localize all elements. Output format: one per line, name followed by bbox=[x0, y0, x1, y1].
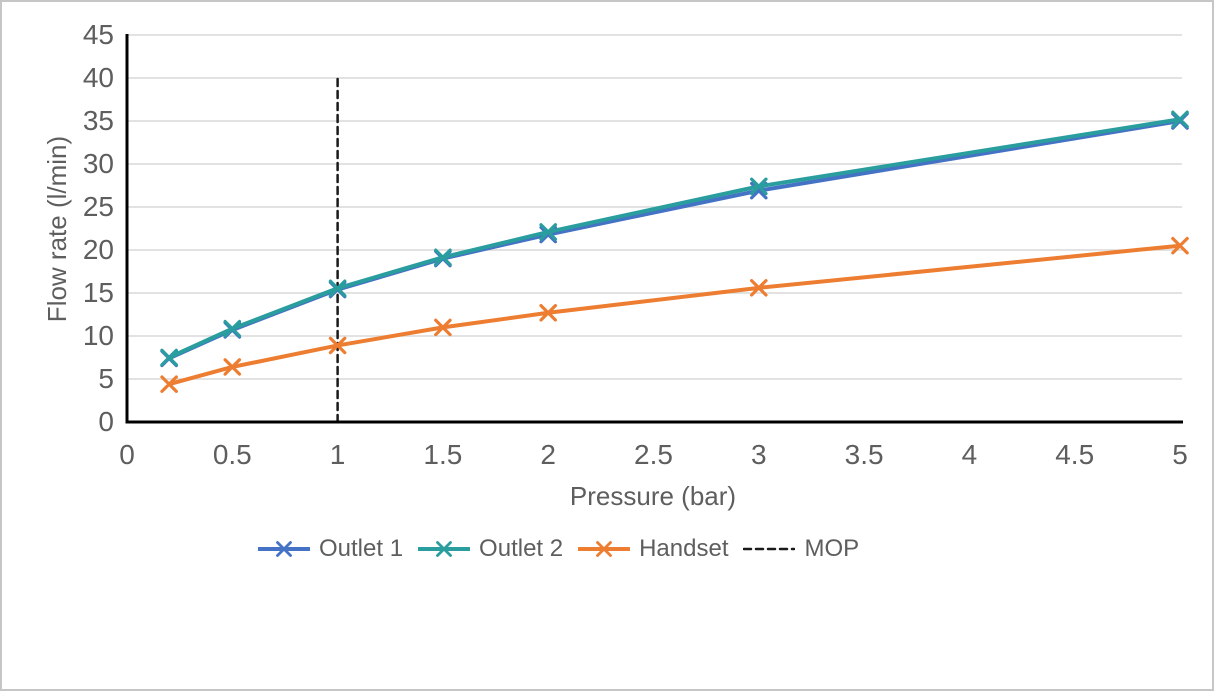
y-tick-label: 25 bbox=[82, 191, 114, 222]
y-tick-label: 45 bbox=[82, 19, 114, 50]
y-tick-label: 15 bbox=[82, 277, 114, 308]
x-tick-label: 2 bbox=[540, 439, 556, 470]
legend-item-outlet-1: Outlet 1 bbox=[258, 535, 403, 563]
legend-line-x-marker-icon bbox=[258, 541, 310, 557]
legend-label-handset: Handset bbox=[639, 535, 729, 562]
x-tick-label: 3 bbox=[751, 439, 767, 470]
legend: Outlet 1 Outlet 2 Handset MOP bbox=[258, 532, 859, 566]
series-line-outlet-2 bbox=[167, 117, 1182, 360]
x-tick-label: 5 bbox=[1172, 439, 1188, 470]
x-tick-label: 0.5 bbox=[212, 439, 252, 470]
y-tick-label: 35 bbox=[82, 105, 114, 136]
y-axis-title: Flow rate (l/min) bbox=[42, 135, 72, 323]
legend-label-outlet-1: Outlet 1 bbox=[319, 535, 404, 562]
x-tick-label: 2.5 bbox=[634, 439, 673, 470]
x-tick-label: 3.5 bbox=[844, 439, 884, 470]
series-x-markers-handset bbox=[160, 236, 1189, 393]
x-tick-label: 0 bbox=[119, 439, 135, 470]
series-line-handset bbox=[167, 243, 1182, 387]
legend-line-x-marker-icon bbox=[418, 541, 471, 557]
legend-dashed-line-icon bbox=[743, 547, 796, 551]
legend-item-mop: MOP bbox=[743, 535, 859, 563]
legend-item-handset: Handset bbox=[578, 535, 728, 563]
y-tick-label: 0 bbox=[98, 406, 114, 437]
series-x-markers-outlet-1 bbox=[160, 112, 1189, 368]
legend-line-x-marker-icon bbox=[578, 541, 631, 557]
legend-label-outlet-2: Outlet 2 bbox=[479, 535, 564, 562]
x-axis-title: Pressure (bar) bbox=[569, 481, 737, 511]
y-tick-label: 20 bbox=[82, 234, 114, 265]
legend-label-mop: MOP bbox=[804, 535, 860, 562]
y-tick-label: 5 bbox=[98, 363, 114, 394]
y-tick-label: 40 bbox=[82, 62, 114, 93]
series-line-outlet-1 bbox=[167, 119, 1182, 361]
y-tick-label: 10 bbox=[82, 320, 114, 351]
legend-item-outlet-2: Outlet 2 bbox=[418, 535, 563, 563]
x-tick-label: 4.5 bbox=[1055, 439, 1095, 470]
x-tick-label: 4 bbox=[961, 439, 978, 470]
series-x-markers-outlet-2 bbox=[160, 110, 1189, 367]
x-tick-label: 1 bbox=[329, 439, 346, 470]
y-tick-label: 30 bbox=[82, 148, 114, 179]
x-tick-label: 1.5 bbox=[423, 439, 463, 470]
